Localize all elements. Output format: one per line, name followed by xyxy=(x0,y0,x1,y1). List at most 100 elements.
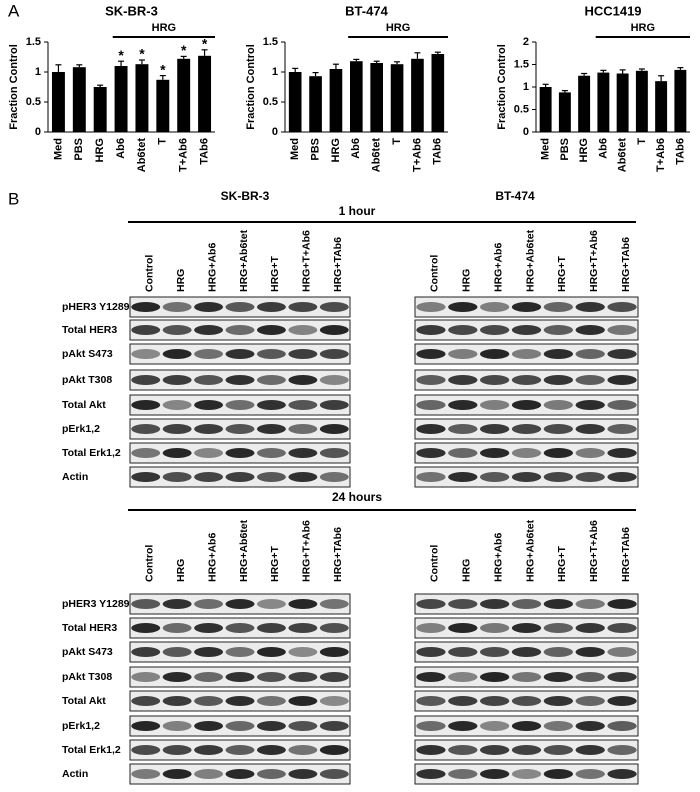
blot-band xyxy=(607,672,637,682)
y-tick-label: 1.5 xyxy=(263,36,278,48)
bar xyxy=(198,55,212,132)
blot-band xyxy=(511,745,542,755)
blot-band xyxy=(607,696,637,706)
blot-band xyxy=(575,400,605,410)
blot-band xyxy=(319,623,349,633)
blot-band xyxy=(162,769,192,779)
blot-band xyxy=(194,349,224,359)
blot-band xyxy=(288,623,318,633)
blot-band xyxy=(575,696,605,706)
x-tick-label: Med xyxy=(540,138,552,160)
blot-band xyxy=(607,325,637,335)
blot-band xyxy=(543,721,574,731)
blot-band xyxy=(288,721,318,731)
blot-band xyxy=(162,400,192,410)
blot-band xyxy=(416,672,446,682)
y-tick-label: 1 xyxy=(523,81,529,93)
blot-band xyxy=(194,325,224,335)
blot-band xyxy=(575,448,605,458)
y-tick-label: 0.5 xyxy=(26,96,41,108)
blot-band xyxy=(131,599,161,609)
blot-band xyxy=(319,721,349,731)
blot-band xyxy=(256,672,286,682)
lane-label: HRG+Ab6tet xyxy=(524,229,536,292)
panel-label: B xyxy=(8,189,19,208)
blot-band xyxy=(225,769,255,779)
blot-band xyxy=(225,448,255,458)
blot-band xyxy=(288,472,318,482)
blot-band xyxy=(511,647,542,657)
blot-band xyxy=(131,721,161,731)
blot-band xyxy=(416,302,446,312)
blot-band xyxy=(575,424,605,434)
lane-label: HRG+T+Ab6 xyxy=(588,520,600,582)
blot-band xyxy=(131,623,161,633)
blot-band xyxy=(511,400,542,410)
blot-band xyxy=(256,599,286,609)
lane-label: HRG+T+Ab6 xyxy=(588,230,600,292)
blot-band xyxy=(225,623,255,633)
blot-band xyxy=(131,647,161,657)
y-tick-label: 0 xyxy=(272,126,278,138)
protein-label: pHER3 Y1289 xyxy=(62,598,130,610)
lane-label: HRG xyxy=(175,269,187,292)
x-tick-label: T+Ab6 xyxy=(411,138,423,172)
blot-band xyxy=(319,672,349,682)
bar xyxy=(114,66,128,132)
blot-band xyxy=(288,375,318,385)
blot-band xyxy=(288,769,318,779)
bar xyxy=(51,72,65,132)
blot-band xyxy=(416,349,446,359)
x-tick-label: PBS xyxy=(309,138,321,161)
blot-band xyxy=(225,302,255,312)
blot-band xyxy=(575,672,605,682)
blot-band xyxy=(319,696,349,706)
blot-band xyxy=(511,448,542,458)
blot-band xyxy=(543,325,574,335)
blot-band xyxy=(319,302,349,312)
blot-band xyxy=(319,769,349,779)
protein-label: Total Erk1,2 xyxy=(62,744,121,756)
y-tick-label: 1 xyxy=(272,66,278,78)
blot-band xyxy=(288,448,318,458)
protein-label: pAkt T308 xyxy=(62,671,112,683)
blot-band xyxy=(162,375,192,385)
blot-band xyxy=(575,769,605,779)
blot-band xyxy=(479,769,510,779)
blot-band xyxy=(256,647,286,657)
blot-band xyxy=(225,325,255,335)
x-tick-label: PBS xyxy=(559,138,571,161)
blot-band xyxy=(256,400,286,410)
blot-band xyxy=(288,672,318,682)
lane-label: HRG+Ab6tet xyxy=(238,519,250,582)
blot-band xyxy=(479,672,510,682)
blot-band xyxy=(225,349,255,359)
blot-band xyxy=(319,745,349,755)
bar xyxy=(156,79,170,132)
blot-band xyxy=(543,599,574,609)
x-tick-label: HRG xyxy=(330,138,342,162)
x-tick-label: Ab6 xyxy=(597,138,609,159)
significance-marker: * xyxy=(181,42,187,58)
blot-band xyxy=(448,672,478,682)
blot-band xyxy=(479,647,510,657)
blot-band xyxy=(479,696,510,706)
blot-band xyxy=(194,672,224,682)
blot-band xyxy=(511,769,542,779)
blot-band xyxy=(288,325,318,335)
bar xyxy=(558,92,571,132)
protein-label: pAkt S473 xyxy=(62,646,113,658)
blot-band xyxy=(225,375,255,385)
blot-band xyxy=(448,769,478,779)
blot-band xyxy=(416,769,446,779)
blot-band xyxy=(575,745,605,755)
blot-band xyxy=(194,647,224,657)
x-tick-label: Med xyxy=(289,138,301,160)
blot-band xyxy=(607,647,637,657)
blot-band xyxy=(225,696,255,706)
x-tick-label: TAb6 xyxy=(674,138,686,165)
blot-band xyxy=(448,599,478,609)
blot-band xyxy=(416,647,446,657)
blot-band xyxy=(479,448,510,458)
blot-strip xyxy=(414,442,639,464)
